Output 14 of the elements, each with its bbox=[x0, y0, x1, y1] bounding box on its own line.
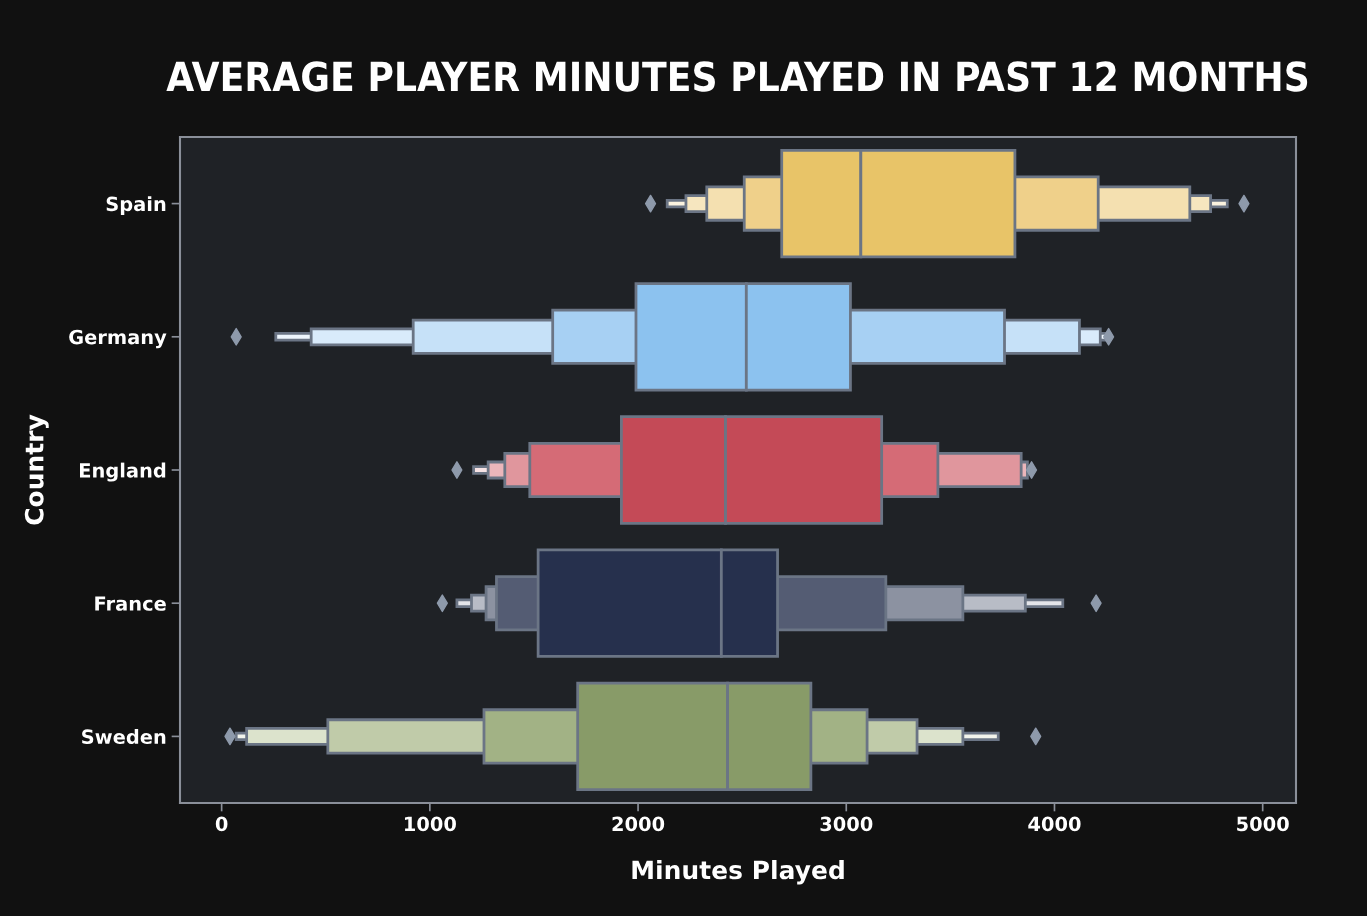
y-tick-label: Sweden bbox=[82, 729, 166, 745]
x-tick-label: 2000 bbox=[612, 816, 665, 832]
y-axis-title: Country bbox=[24, 414, 49, 525]
x-tick-label: 4000 bbox=[1028, 816, 1081, 832]
y-tick-label: France bbox=[95, 596, 166, 611]
y-tick-label: Germany bbox=[69, 329, 167, 349]
x-tick-label: 3000 bbox=[820, 816, 873, 832]
x-tick-label: 1000 bbox=[404, 816, 456, 832]
chart-title: AVERAGE PLAYER MINUTES PLAYED IN PAST 12 MONTHS bbox=[166, 61, 1308, 92]
x-tick-label: 5000 bbox=[1237, 816, 1289, 832]
x-axis-title: Minutes Played bbox=[632, 860, 844, 885]
y-tick-label: England bbox=[80, 462, 166, 482]
x-tick-label: 0 bbox=[215, 816, 228, 832]
y-tick-label: Spain bbox=[106, 196, 166, 216]
